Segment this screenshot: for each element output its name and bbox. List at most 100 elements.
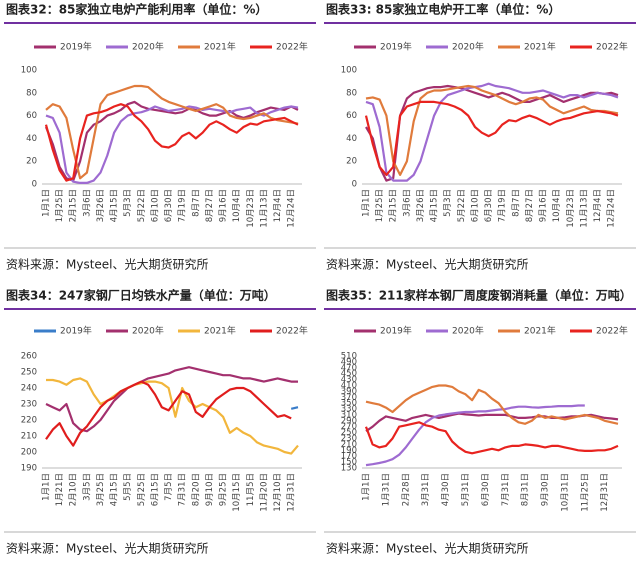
- y-tick-label: 200: [21, 448, 37, 458]
- y-tick-label: 470: [341, 363, 357, 373]
- series-line: [45, 366, 298, 433]
- y-tick-label: 390: [341, 387, 357, 397]
- x-tick-label: 1月1日: [42, 473, 52, 501]
- x-tick-label: 4月30日: [441, 473, 451, 506]
- x-tick-label: 10月23日: [566, 189, 576, 228]
- y-tick-label: 490: [341, 357, 357, 367]
- legend-label: 2020年: [132, 41, 164, 53]
- y-tick-label: 20: [26, 157, 37, 167]
- series-line: [290, 406, 299, 410]
- x-tick-label: 11月13日: [579, 189, 589, 228]
- x-tick-label: 5月31日: [461, 473, 471, 506]
- legend-label: 2021年: [524, 41, 556, 53]
- y-tick-label: 240: [21, 384, 37, 394]
- x-tick-label: 11月20日: [259, 473, 269, 512]
- x-tick-label: 7月5日: [164, 473, 174, 501]
- x-tick-label: 12月4日: [593, 189, 603, 222]
- series-line: [365, 82, 619, 182]
- x-tick-label: 5月25日: [137, 473, 147, 506]
- x-tick-label: 4月15日: [110, 473, 120, 506]
- chart-title: 图表34：247家钢厂日均铁水产量（单位：万吨）: [6, 288, 276, 303]
- x-tick-label: 5月3日: [443, 189, 453, 217]
- x-tick-label: 10月4日: [232, 189, 242, 222]
- y-tick-label: 370: [341, 393, 357, 403]
- y-tick-label: 330: [341, 405, 357, 415]
- x-tick-label: 3月26日: [96, 189, 106, 222]
- legend-label: 2022年: [276, 325, 308, 337]
- y-tick-label: 260: [21, 352, 37, 362]
- series-line: [365, 84, 619, 182]
- x-tick-label: 1月25日: [375, 189, 385, 222]
- y-tick-label: 410: [341, 381, 357, 391]
- source: 资料来源：Mysteel、光大期货研究所: [6, 541, 209, 556]
- y-tick-label: 130: [341, 464, 357, 474]
- x-tick-label: 9月25日: [219, 473, 229, 506]
- x-tick-label: 5月5日: [123, 473, 133, 501]
- x-tick-label: 12月4日: [273, 189, 283, 222]
- legend-label: 2019年: [60, 325, 92, 337]
- x-tick-label: 7月19日: [178, 189, 188, 222]
- x-tick-label: 11月5日: [246, 473, 256, 506]
- x-tick-label: 12月31日: [287, 473, 297, 512]
- series-line: [364, 100, 619, 176]
- series-line: [45, 380, 292, 447]
- x-tick-label: 11月25日: [580, 473, 590, 512]
- x-tick-label: 11月13日: [259, 189, 269, 228]
- legend-label: 2022年: [276, 41, 308, 53]
- y-tick-label: 80: [346, 88, 357, 98]
- legend-label: 2022年: [596, 41, 628, 53]
- series-line: [365, 384, 619, 425]
- x-tick-label: 4月15日: [430, 189, 440, 222]
- x-tick-label: 2月28日: [401, 473, 411, 506]
- y-tick-label: 270: [341, 422, 357, 432]
- x-tick-label: 8月31日: [521, 473, 531, 506]
- series-line: [46, 377, 299, 455]
- y-tick-label: 0: [32, 180, 37, 190]
- source: 资料来源：Mysteel、光大期货研究所: [6, 257, 209, 272]
- legend-label: 2020年: [132, 325, 164, 337]
- legend-label: 2021年: [204, 325, 236, 337]
- legend-label: 2019年: [60, 41, 92, 53]
- x-tick-label: 5月22日: [137, 189, 147, 222]
- x-tick-label: 2月15日: [389, 189, 399, 222]
- x-tick-label: 1月31日: [381, 473, 391, 506]
- y-tick-label: 430: [341, 375, 357, 385]
- x-tick-label: 6月10日: [150, 189, 160, 222]
- source: 资料来源：Mysteel、光大期货研究所: [326, 541, 529, 556]
- x-tick-label: 3月6日: [402, 189, 412, 217]
- x-tick-label: 3月25日: [96, 473, 106, 506]
- chart-title: 图表32：85家独立电炉产能利用率（单位：%）: [6, 2, 267, 17]
- legend-label: 2022年: [596, 325, 628, 337]
- x-tick-label: 12月10日: [273, 473, 283, 512]
- x-tick-label: 10月31日: [560, 473, 570, 512]
- y-tick-label: 250: [21, 368, 37, 378]
- x-tick-label: 1月1日: [362, 189, 372, 217]
- y-tick-label: 230: [341, 434, 357, 444]
- y-tick-label: 100: [21, 66, 37, 76]
- legend-label: 2021年: [524, 325, 556, 337]
- x-tick-label: 3月6日: [82, 189, 92, 217]
- x-tick-label: 9月16日: [219, 189, 229, 222]
- x-tick-label: 10月23日: [246, 189, 256, 228]
- y-tick-label: 40: [346, 134, 357, 144]
- y-tick-label: 350: [341, 399, 357, 409]
- x-tick-label: 6月30日: [164, 189, 174, 222]
- x-tick-label: 12月24日: [287, 189, 297, 228]
- x-tick-label: 8月27日: [525, 189, 535, 222]
- x-tick-label: 1月1日: [362, 473, 372, 501]
- x-tick-label: 5月3日: [123, 189, 133, 217]
- series-line: [365, 404, 585, 467]
- legend-label: 2021年: [204, 41, 236, 53]
- chart-title: 图表33: 85家独立电炉开工率（单位：%）: [326, 2, 560, 17]
- series-line: [364, 421, 619, 455]
- x-tick-label: 12月24日: [607, 189, 617, 228]
- x-tick-label: 4月15日: [110, 189, 120, 222]
- y-tick-label: 510: [341, 352, 357, 362]
- x-tick-label: 10月4日: [552, 189, 562, 222]
- y-tick-label: 210: [21, 432, 37, 442]
- x-tick-label: 7月31日: [501, 473, 511, 506]
- legend-label: 2019年: [380, 41, 412, 53]
- y-tick-label: 230: [21, 400, 37, 410]
- x-tick-label: 10月15日: [232, 473, 242, 512]
